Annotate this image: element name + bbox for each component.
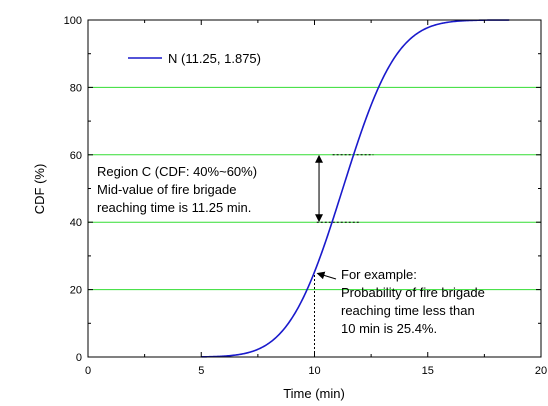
x-tick-label: 0 <box>85 365 91 377</box>
y-tick-label: 100 <box>64 15 82 27</box>
region-annotation-line: Region C (CDF: 40%~60%) <box>97 164 257 179</box>
y-tick-label: 0 <box>76 352 82 364</box>
x-tick-label: 10 <box>308 365 320 377</box>
y-axis-title: CDF (%) <box>32 164 47 215</box>
region-annotation-text: Region C (CDF: 40%~60%) Mid-value of fire… <box>97 164 257 215</box>
x-tick-label: 5 <box>198 365 204 377</box>
example-annotation-line: reaching time less than <box>341 303 475 318</box>
example-annotation-line: 10 min is 25.4%. <box>341 321 437 336</box>
grid-lines <box>88 86 541 291</box>
y-tick-label: 20 <box>70 285 82 297</box>
y-tick-label: 60 <box>70 150 82 162</box>
region-annotation-line: reaching time is 11.25 min. <box>97 200 251 215</box>
x-tick-label: 15 <box>422 365 434 377</box>
example-annotation-line: Probability of fire brigade <box>341 285 485 300</box>
legend-label: N (11.25, 1.875) <box>168 51 261 66</box>
x-axis-title: Time (min) <box>283 386 345 401</box>
example-arrow <box>316 271 337 280</box>
y-tick-label: 80 <box>70 82 82 94</box>
series-line-0 <box>201 19 510 358</box>
y-tick-label: 40 <box>70 217 82 229</box>
legend: N (11.25, 1.875) <box>128 51 261 66</box>
annotations: Region C (CDF: 40%~60%) Mid-value of fire… <box>97 154 485 336</box>
axis-ticks: 0 5 10 15 20 0 20 40 60 80 100 <box>64 15 547 377</box>
example-annotation-line: For example: <box>341 267 417 282</box>
x-tick-label: 20 <box>535 365 547 377</box>
example-annotation-text: For example: Probability of fire brigade r… <box>341 267 485 336</box>
series-group <box>201 19 510 358</box>
region-annotation-line: Mid-value of fire brigade <box>97 182 236 197</box>
